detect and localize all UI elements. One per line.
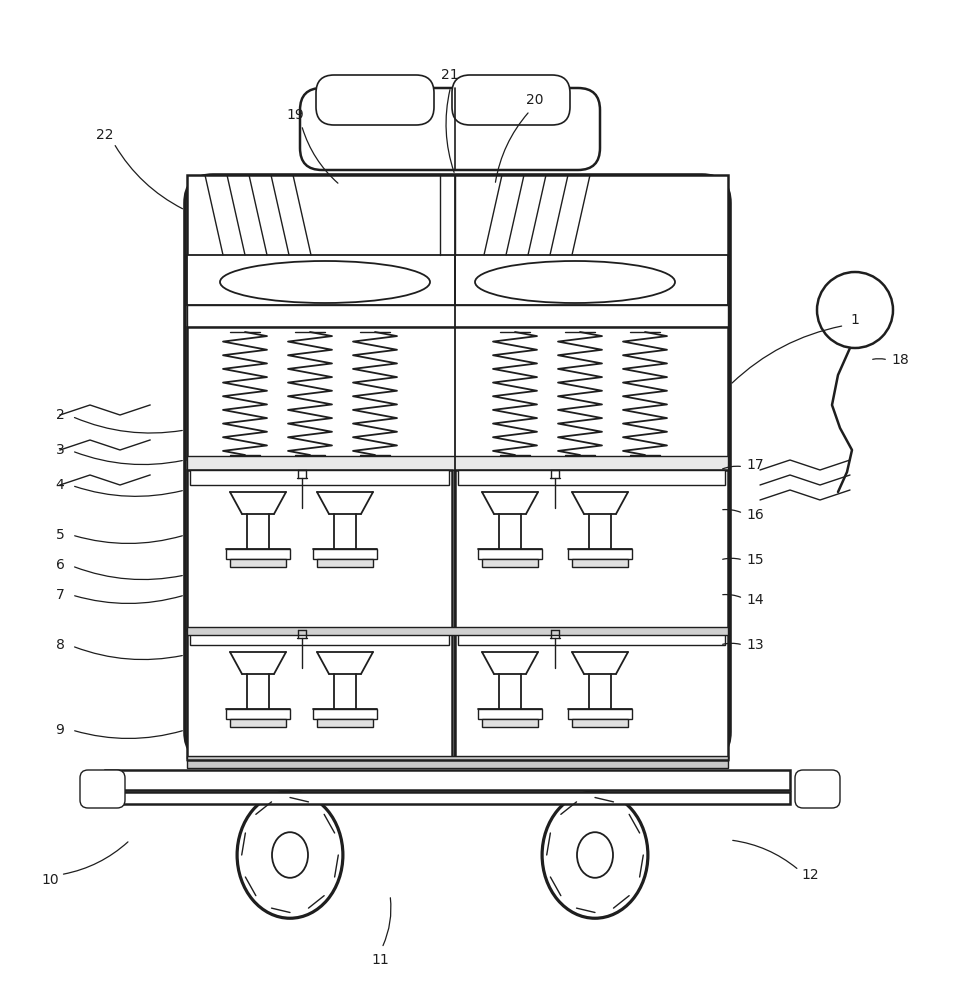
- Text: 13: 13: [746, 638, 764, 652]
- Bar: [478, 549, 542, 559]
- Text: 22: 22: [96, 128, 114, 142]
- Bar: [187, 175, 728, 257]
- Bar: [458, 470, 725, 485]
- Text: 19: 19: [286, 108, 304, 122]
- Text: 4: 4: [56, 478, 65, 492]
- Bar: [187, 470, 452, 630]
- Text: 15: 15: [746, 553, 764, 567]
- Bar: [230, 719, 286, 727]
- FancyBboxPatch shape: [185, 175, 730, 760]
- Bar: [187, 305, 728, 327]
- Circle shape: [817, 272, 893, 348]
- Text: 18: 18: [891, 353, 909, 367]
- Ellipse shape: [237, 792, 343, 918]
- Text: 3: 3: [56, 443, 65, 457]
- Bar: [187, 327, 728, 459]
- Bar: [568, 549, 632, 559]
- FancyBboxPatch shape: [300, 88, 600, 170]
- Bar: [317, 559, 373, 567]
- Text: 10: 10: [41, 873, 59, 887]
- Bar: [190, 470, 449, 485]
- FancyBboxPatch shape: [795, 770, 840, 808]
- Bar: [187, 456, 728, 470]
- FancyBboxPatch shape: [80, 770, 125, 808]
- Bar: [572, 559, 628, 567]
- Text: 8: 8: [56, 638, 65, 652]
- Ellipse shape: [220, 261, 430, 303]
- Bar: [187, 756, 728, 768]
- Text: 21: 21: [441, 68, 458, 82]
- Bar: [187, 255, 728, 305]
- Text: 5: 5: [56, 528, 65, 542]
- Ellipse shape: [577, 832, 613, 878]
- Bar: [482, 559, 538, 567]
- Bar: [105, 792, 790, 804]
- Bar: [230, 559, 286, 567]
- Bar: [455, 470, 728, 630]
- Bar: [568, 709, 632, 719]
- Bar: [455, 630, 728, 758]
- Text: 6: 6: [56, 558, 65, 572]
- Text: 9: 9: [56, 723, 65, 737]
- Text: 12: 12: [801, 868, 819, 882]
- Text: 7: 7: [56, 588, 65, 602]
- Bar: [105, 770, 790, 790]
- Ellipse shape: [475, 261, 675, 303]
- Text: 11: 11: [371, 953, 389, 967]
- Ellipse shape: [272, 832, 308, 878]
- Bar: [482, 719, 538, 727]
- Bar: [226, 549, 290, 559]
- Text: 2: 2: [56, 408, 65, 422]
- Text: 20: 20: [526, 93, 544, 107]
- Bar: [478, 709, 542, 719]
- Bar: [187, 627, 728, 635]
- Text: 17: 17: [746, 458, 764, 472]
- Text: 16: 16: [746, 508, 764, 522]
- Bar: [458, 630, 725, 645]
- Bar: [190, 630, 449, 645]
- Bar: [313, 709, 377, 719]
- Text: 14: 14: [746, 593, 764, 607]
- Bar: [572, 719, 628, 727]
- Ellipse shape: [542, 792, 648, 918]
- Bar: [187, 630, 452, 758]
- FancyBboxPatch shape: [452, 75, 570, 125]
- Bar: [226, 709, 290, 719]
- Text: 1: 1: [850, 313, 859, 327]
- FancyBboxPatch shape: [316, 75, 434, 125]
- Bar: [317, 719, 373, 727]
- Bar: [313, 549, 377, 559]
